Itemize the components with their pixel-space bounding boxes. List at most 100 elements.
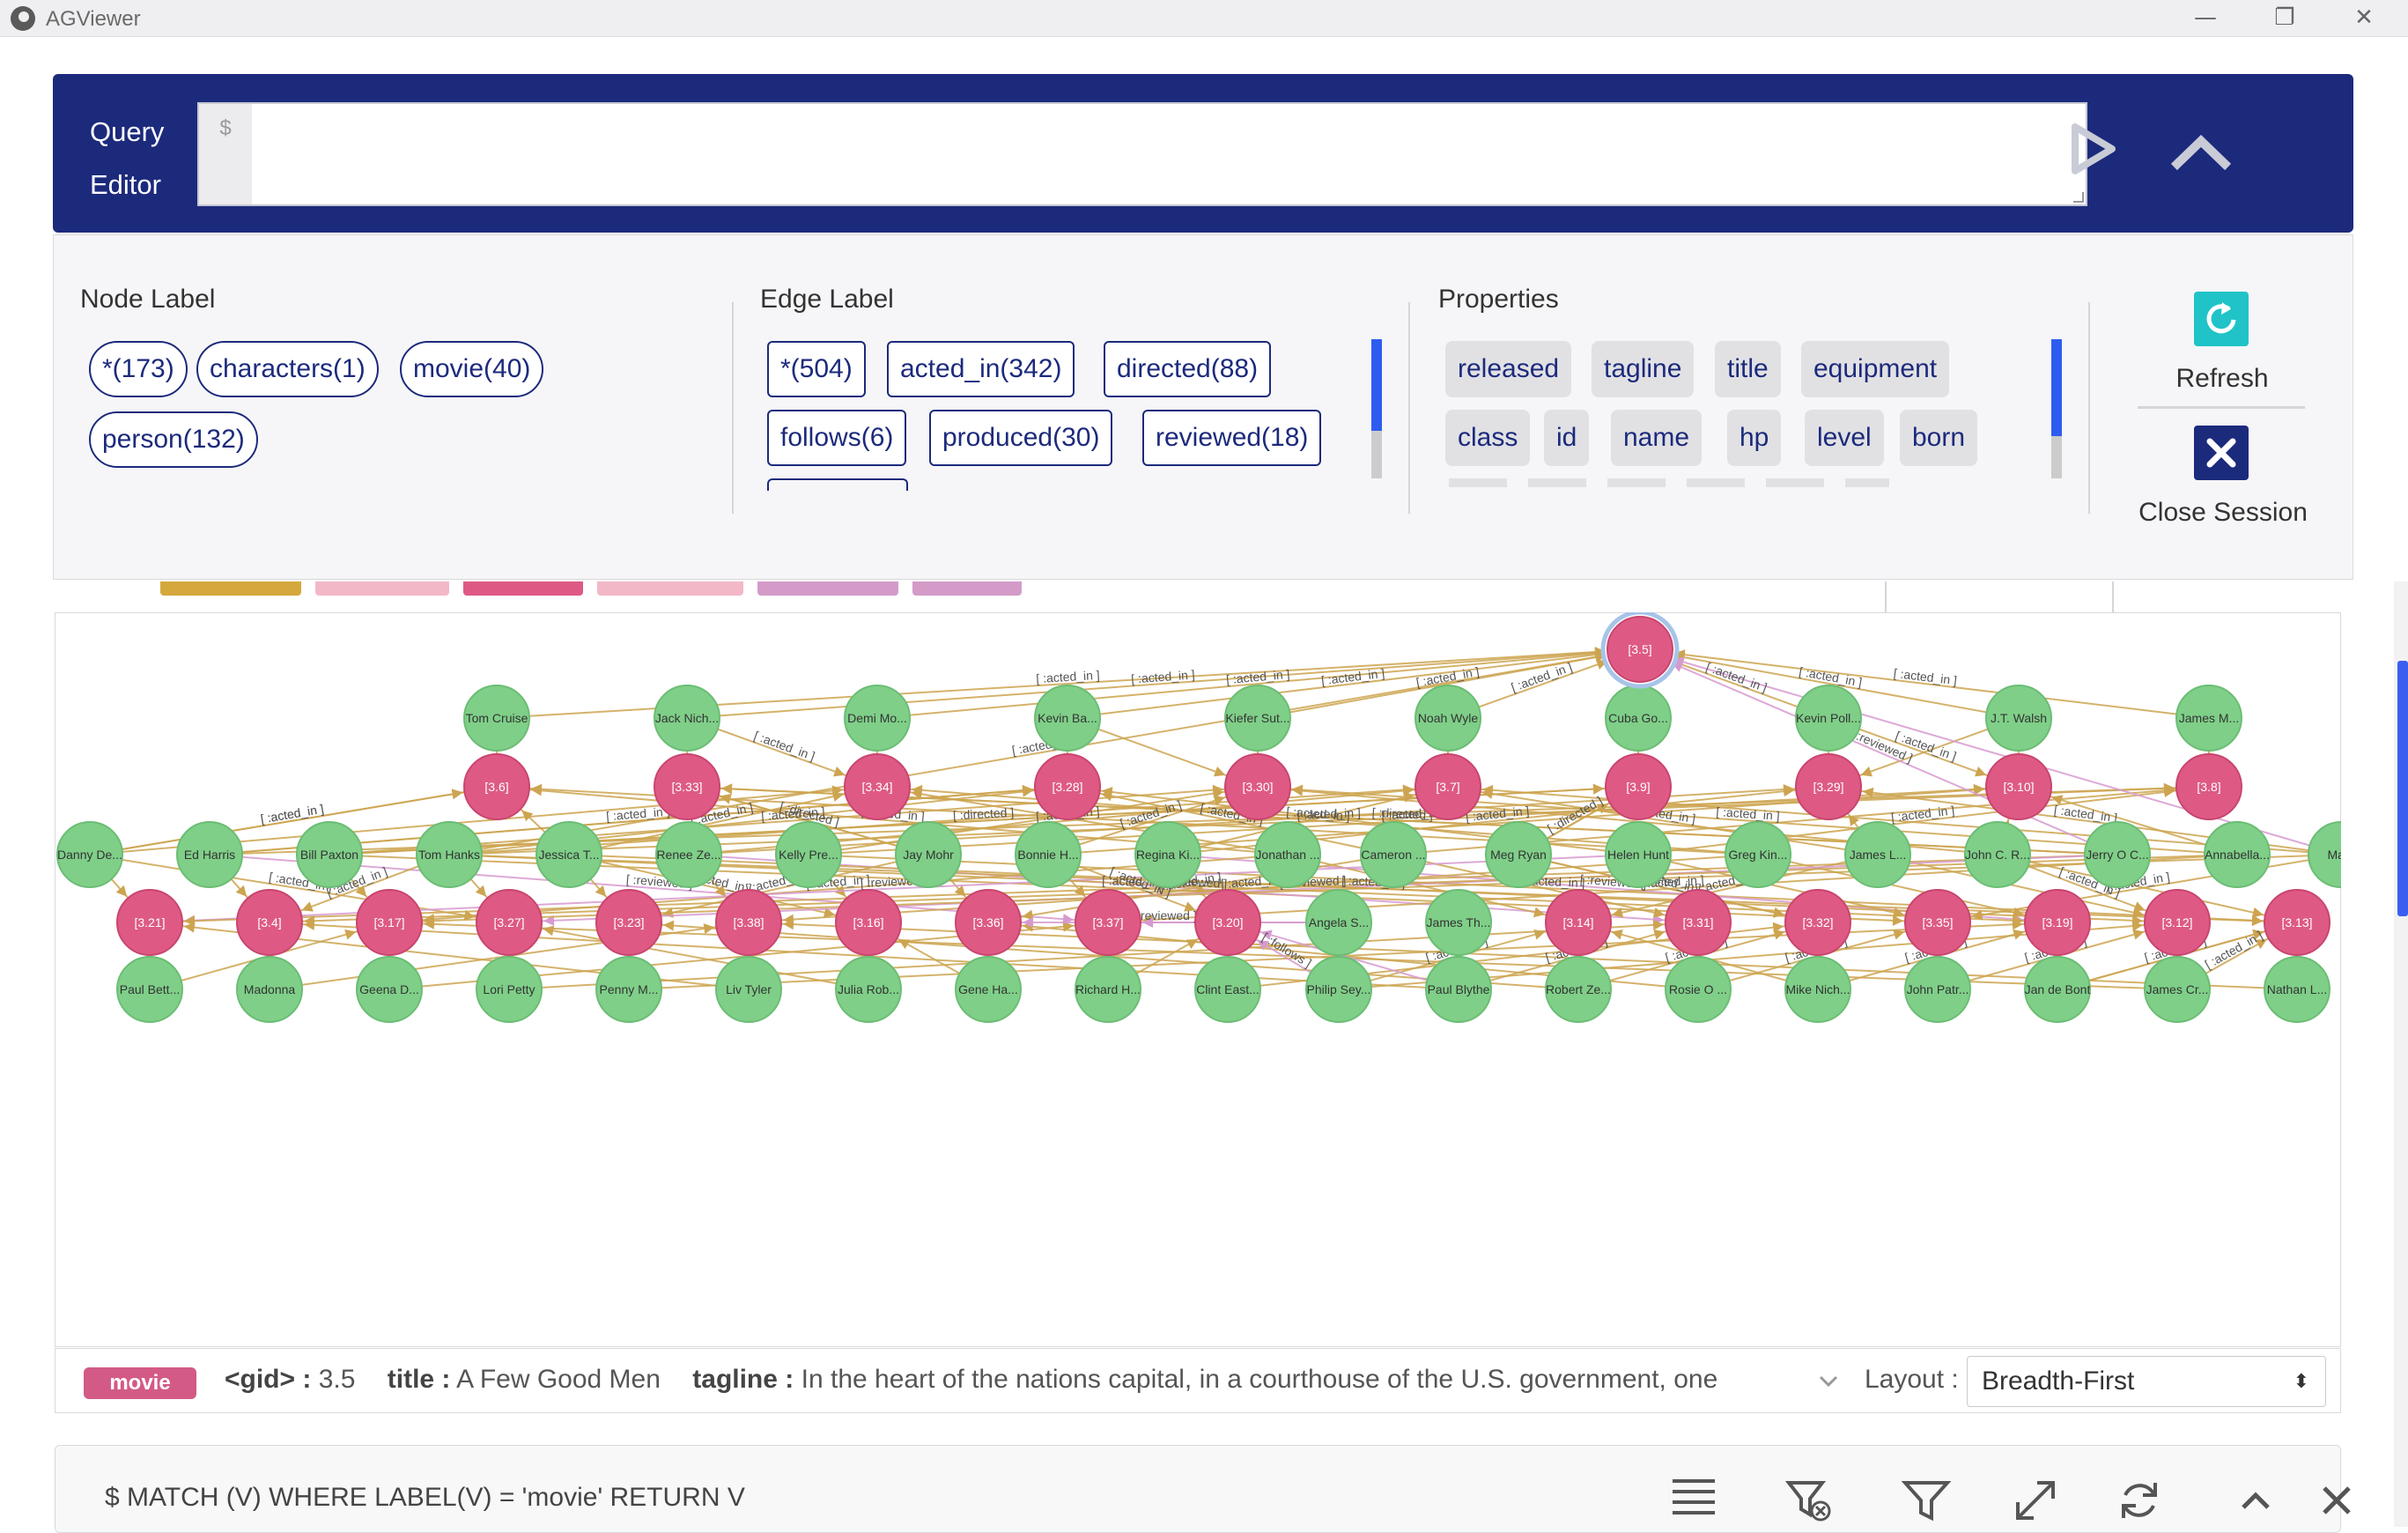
collapse-frame-icon[interactable] — [2231, 1476, 2280, 1525]
person-node[interactable]: Gene Ha... — [955, 956, 1022, 1023]
node-label-movie[interactable]: movie(40) — [400, 341, 544, 397]
legend-chip[interactable] — [912, 581, 1022, 596]
person-node[interactable]: James M... — [2175, 685, 2242, 752]
property-class[interactable]: class — [1445, 410, 1531, 466]
person-node[interactable]: Tom Cruise — [463, 685, 530, 752]
movie-node[interactable]: [3.10] — [1985, 753, 2052, 820]
legend-chip[interactable] — [160, 581, 301, 596]
movie-node[interactable]: [3.5] — [1600, 612, 1680, 689]
person-node[interactable]: Rosie O ... — [1665, 956, 1732, 1023]
graph-edge[interactable] — [269, 922, 1459, 990]
graph-edge[interactable] — [89, 786, 498, 855]
movie-node[interactable]: [3.20] — [1194, 889, 1261, 956]
movie-node[interactable]: [3.4] — [236, 889, 303, 956]
node-label-all[interactable]: *(173) — [89, 341, 188, 397]
property-tagline[interactable]: tagline — [1592, 341, 1695, 397]
graph-edge[interactable] — [876, 786, 1289, 855]
person-node[interactable]: Ed Harris — [176, 821, 243, 888]
person-node[interactable]: Paul Blythe — [1425, 956, 1492, 1023]
person-node[interactable]: Richard H... — [1075, 956, 1141, 1023]
movie-node[interactable]: [3.31] — [1665, 889, 1732, 956]
edge-label-acted-in[interactable]: acted_in(342) — [887, 341, 1075, 397]
movie-node[interactable]: [3.34] — [844, 753, 911, 820]
person-node[interactable]: Regina Ki... — [1134, 821, 1201, 888]
person-node[interactable]: Demi Mo... — [844, 685, 911, 752]
movie-node[interactable]: [3.8] — [2175, 753, 2242, 820]
movie-node[interactable]: [3.30] — [1224, 753, 1291, 820]
movie-node[interactable]: [3.38] — [715, 889, 782, 956]
person-node[interactable]: Jan de Bont — [2024, 956, 2091, 1023]
person-node[interactable]: Tom Hanks — [416, 821, 483, 888]
person-node[interactable]: J.T. Walsh — [1985, 685, 2052, 752]
graph-edge[interactable] — [1067, 786, 1394, 855]
layout-select[interactable]: Breadth-First ⬍ — [1967, 1356, 2326, 1407]
graph-edge[interactable] — [987, 854, 1394, 923]
node-label-person[interactable]: person(132) — [89, 411, 258, 468]
property-title[interactable]: title — [1715, 341, 1781, 397]
graph-edge[interactable] — [876, 648, 1641, 719]
property-equipment[interactable]: equipment — [1801, 341, 1950, 397]
close-session-button[interactable] — [2194, 426, 2249, 480]
person-node[interactable]: Paul Bett... — [116, 956, 183, 1023]
graph-edge[interactable] — [1639, 648, 2020, 719]
person-node[interactable]: Greg Kin... — [1725, 821, 1791, 888]
person-node[interactable]: Robert Ze... — [1545, 956, 1612, 1023]
person-node[interactable]: Jonathan ... — [1254, 821, 1321, 888]
graph-edge[interactable] — [508, 922, 869, 990]
graph-edge[interactable] — [1392, 854, 1699, 923]
graph-edge[interactable] — [448, 648, 1641, 855]
person-node[interactable]: Kevin Poll... — [1795, 685, 1862, 752]
person-node[interactable]: Liv Tyler — [715, 956, 782, 1023]
person-node[interactable]: Cameron ... — [1360, 821, 1427, 888]
graph-edge[interactable] — [1107, 854, 2238, 923]
property-name[interactable]: name — [1611, 410, 1703, 466]
person-node[interactable]: Annabella... — [2204, 821, 2271, 888]
person-node[interactable]: Bill Paxton — [296, 821, 363, 888]
legend-chip[interactable] — [315, 581, 449, 596]
edge-label-all[interactable]: *(504) — [767, 341, 866, 397]
property-born[interactable]: born — [1900, 410, 1978, 466]
close-frame-icon[interactable] — [2312, 1476, 2361, 1525]
movie-node[interactable]: [3.16] — [835, 889, 902, 956]
movie-node[interactable]: [3.14] — [1545, 889, 1612, 956]
edge-label-follows[interactable]: follows(6) — [767, 410, 907, 466]
graph-canvas[interactable]: [ :acted_in ][ :acted_in ][ :acted_in ][… — [55, 612, 2341, 1347]
movie-node[interactable]: [3.6] — [463, 753, 530, 820]
person-node[interactable]: Noah Wyle — [1415, 685, 1481, 752]
movie-node[interactable]: [3.13] — [2264, 889, 2330, 956]
property-released[interactable]: released — [1445, 341, 1572, 397]
graph-edge[interactable] — [1287, 854, 1579, 923]
person-node[interactable]: Jerry O C... — [2084, 821, 2151, 888]
chevron-down-icon[interactable] — [1817, 1370, 1840, 1391]
movie-node[interactable]: [3.37] — [1075, 889, 1141, 956]
person-node[interactable]: John C. R... — [1964, 821, 2031, 888]
person-node[interactable]: Kiefer Sut... — [1224, 685, 1291, 752]
clear-filter-icon[interactable] — [1784, 1476, 1833, 1525]
graph-edge[interactable] — [1637, 854, 1939, 923]
page-scrollbar-thumb[interactable] — [2397, 661, 2408, 916]
graph-edge[interactable] — [1067, 717, 1259, 788]
movie-node[interactable]: [3.12] — [2144, 889, 2211, 956]
filter-icon[interactable] — [1902, 1476, 1951, 1525]
graph-edge[interactable] — [1639, 648, 2210, 719]
person-node[interactable]: Jessica T... — [536, 821, 602, 888]
refresh-button[interactable] — [2194, 292, 2249, 346]
person-node[interactable]: Helen Hunt — [1605, 821, 1672, 888]
person-node[interactable]: Jay Mohr — [895, 821, 962, 888]
movie-node[interactable]: [3.33] — [654, 753, 720, 820]
person-node[interactable]: James L... — [1844, 821, 1911, 888]
graph-edge[interactable] — [686, 717, 878, 788]
legend-chip[interactable] — [463, 581, 583, 596]
resize-handle-icon[interactable] — [2073, 192, 2084, 203]
movie-node[interactable]: [3.27] — [476, 889, 543, 956]
person-node[interactable]: Jack Nich... — [654, 685, 720, 752]
graph-edge[interactable] — [1828, 717, 2020, 788]
person-node[interactable]: Clint East... — [1194, 956, 1261, 1023]
minimize-button[interactable]: — — [2194, 4, 2217, 31]
movie-node[interactable]: [3.9] — [1605, 753, 1672, 820]
graph-edge[interactable] — [628, 854, 929, 923]
node-label-characters[interactable]: characters(1) — [196, 341, 379, 397]
graph-edge[interactable] — [1447, 786, 1879, 855]
person-node[interactable]: Madonna — [236, 956, 303, 1023]
run-query-button[interactable] — [2061, 118, 2123, 180]
